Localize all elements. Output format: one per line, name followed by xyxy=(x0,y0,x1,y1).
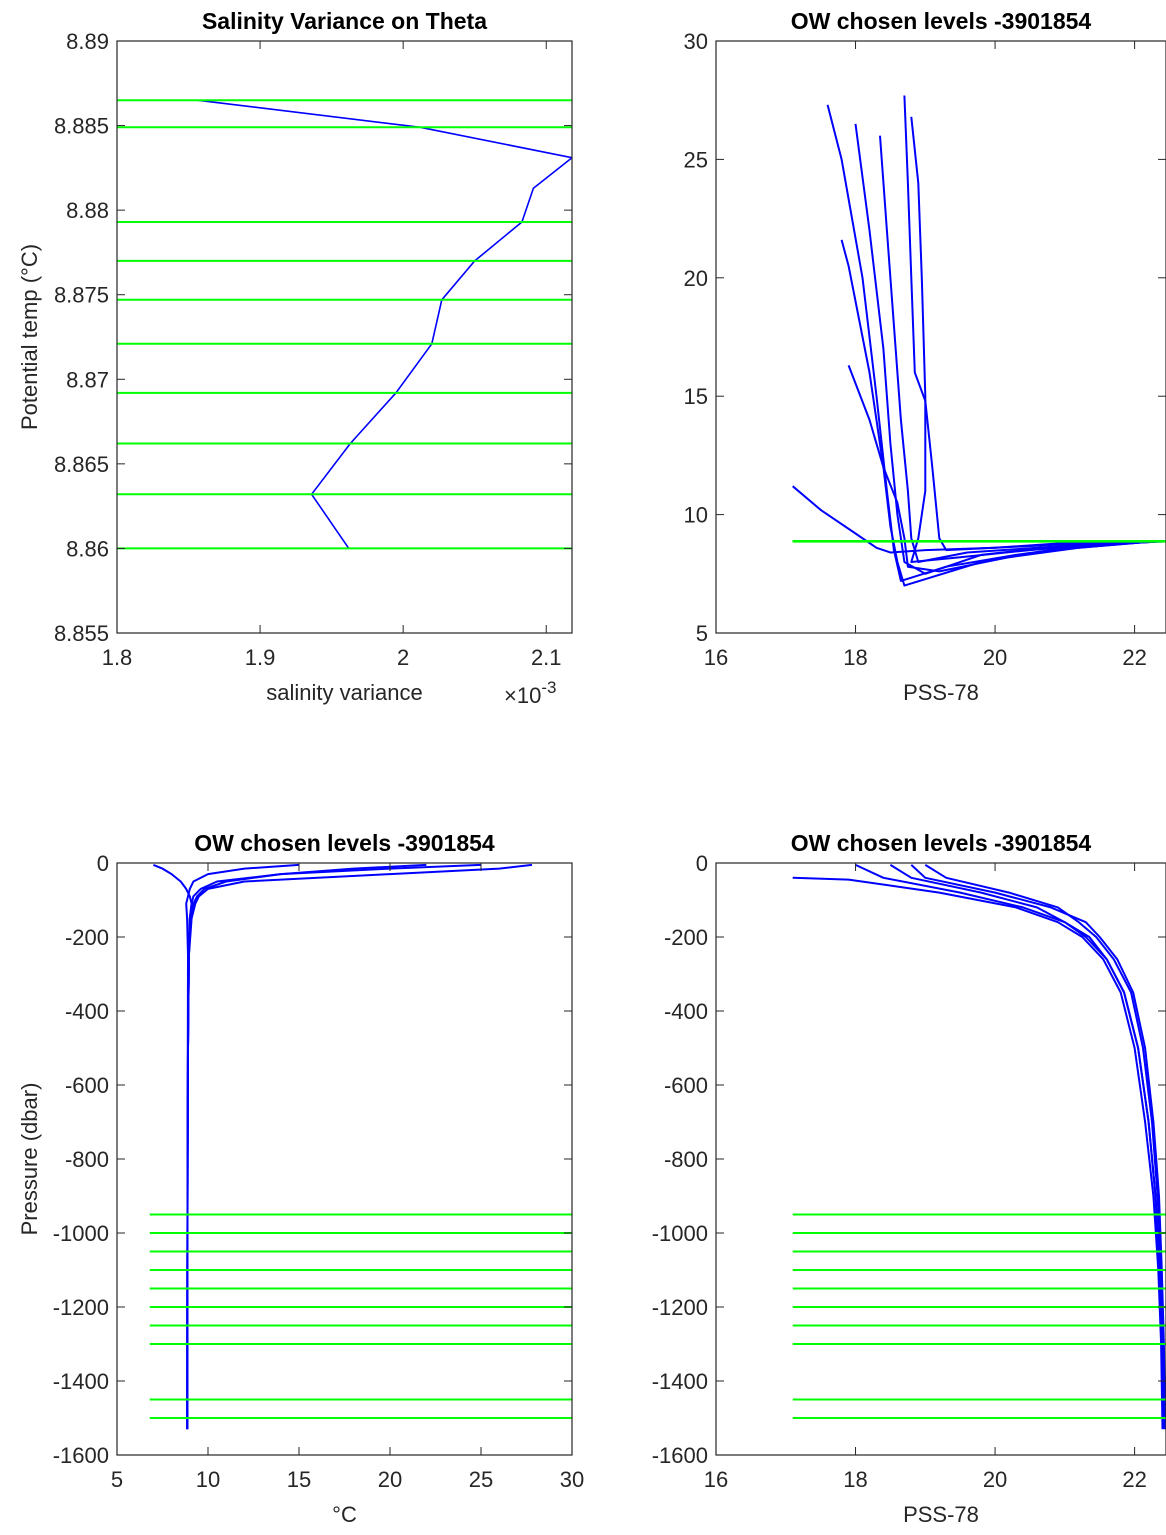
x-axis-label: °C xyxy=(332,1502,357,1527)
x-tick-label: 15 xyxy=(287,1467,311,1492)
y-tick-label: -600 xyxy=(664,1073,708,1098)
y-tick-label: -200 xyxy=(664,925,708,950)
y-tick-label: -800 xyxy=(664,1147,708,1172)
y-tick-label: -600 xyxy=(65,1073,109,1098)
y-tick-label: -1000 xyxy=(53,1221,109,1246)
chart-title: OW chosen levels -3901854 xyxy=(791,8,1092,34)
x-axis-label: PSS-78 xyxy=(903,1502,979,1527)
x-tick-label: 20 xyxy=(983,1467,1007,1492)
y-tick-label: 8.875 xyxy=(54,283,109,308)
profile-line xyxy=(847,365,1149,573)
y-tick-label: 10 xyxy=(684,503,708,528)
y-tick-label: 0 xyxy=(696,851,708,876)
y-tick-label: -1000 xyxy=(652,1221,708,1246)
y-tick-label: -200 xyxy=(65,925,109,950)
x-tick-label: 20 xyxy=(983,645,1007,670)
profile-line xyxy=(903,95,1156,552)
y-tick-label: 20 xyxy=(684,266,708,291)
axes-box xyxy=(715,40,1166,634)
y-tick-label: 8.86 xyxy=(66,536,109,561)
plot-area xyxy=(149,863,572,1430)
x-tick-label: 1.9 xyxy=(245,645,276,670)
x-tick-label: 16 xyxy=(704,1467,728,1492)
profile-line xyxy=(855,863,1166,1430)
y-tick-label: 8.865 xyxy=(54,452,109,477)
profile-line xyxy=(197,99,572,549)
x-tick-label: 16 xyxy=(704,645,728,670)
profile-line xyxy=(910,116,1156,563)
x-tick-label: 22 xyxy=(1122,645,1146,670)
plot-area xyxy=(117,99,572,550)
profile-line xyxy=(826,104,1156,582)
x-tick-label: 25 xyxy=(469,1467,493,1492)
profile-line xyxy=(792,876,1164,1430)
profile-line xyxy=(792,485,1142,554)
x-tick-label: 18 xyxy=(843,1467,867,1492)
y-tick-label: -1200 xyxy=(652,1295,708,1320)
y-tick-label: -1600 xyxy=(53,1443,109,1468)
y-tick-label: 5 xyxy=(696,621,708,646)
chart-title: Salinity Variance on Theta xyxy=(202,8,487,34)
x-axis-label: salinity variance xyxy=(266,680,423,705)
x-tick-label: 10 xyxy=(196,1467,220,1492)
axes-box xyxy=(116,40,573,634)
x-tick-label: 30 xyxy=(560,1467,584,1492)
y-tick-label: 25 xyxy=(684,147,708,172)
y-tick-label: -1200 xyxy=(53,1295,109,1320)
multiplier-exponent: -3 xyxy=(541,678,556,697)
plot-area xyxy=(792,95,1166,587)
multiplier-base: ×10 xyxy=(504,683,541,708)
y-tick-label: 0 xyxy=(97,851,109,876)
y-tick-label: 8.88 xyxy=(66,198,109,223)
y-tick-label: -1600 xyxy=(652,1443,708,1468)
chart-title: OW chosen levels -3901854 xyxy=(194,830,495,856)
x-tick-label: 2.1 xyxy=(531,645,562,670)
y-tick-label: 15 xyxy=(684,384,708,409)
chart-title: OW chosen levels -3901854 xyxy=(791,830,1092,856)
y-tick-label: 30 xyxy=(684,29,708,54)
y-tick-label: 8.89 xyxy=(66,29,109,54)
y-tick-label: 8.87 xyxy=(66,367,109,392)
y-tick-label: -1400 xyxy=(652,1369,708,1394)
y-tick-label: -400 xyxy=(664,999,708,1024)
y-tick-label: 8.855 xyxy=(54,621,109,646)
x-tick-label: 18 xyxy=(843,645,867,670)
plot-area xyxy=(792,863,1166,1430)
y-tick-label: -800 xyxy=(65,1147,109,1172)
y-tick-label: 8.885 xyxy=(54,114,109,139)
profile-line xyxy=(910,864,1166,1430)
x-tick-label: 5 xyxy=(111,1467,123,1492)
y-tick-label: -1400 xyxy=(53,1369,109,1394)
x-tick-label: 22 xyxy=(1122,1467,1146,1492)
y-axis-label: Potential temp (°C) xyxy=(17,244,42,430)
y-tick-label: -400 xyxy=(65,999,109,1024)
x-tick-label: 20 xyxy=(378,1467,402,1492)
x-tick-label: 1.8 xyxy=(102,645,133,670)
x-tick-label: 2 xyxy=(397,645,409,670)
y-axis-label: Pressure (dbar) xyxy=(17,1083,42,1236)
axis-multiplier: ×10-3 xyxy=(504,678,556,708)
profile-line xyxy=(854,123,1135,575)
x-axis-label: PSS-78 xyxy=(903,680,979,705)
profile-line xyxy=(879,135,1163,563)
axes-box xyxy=(116,862,573,1456)
